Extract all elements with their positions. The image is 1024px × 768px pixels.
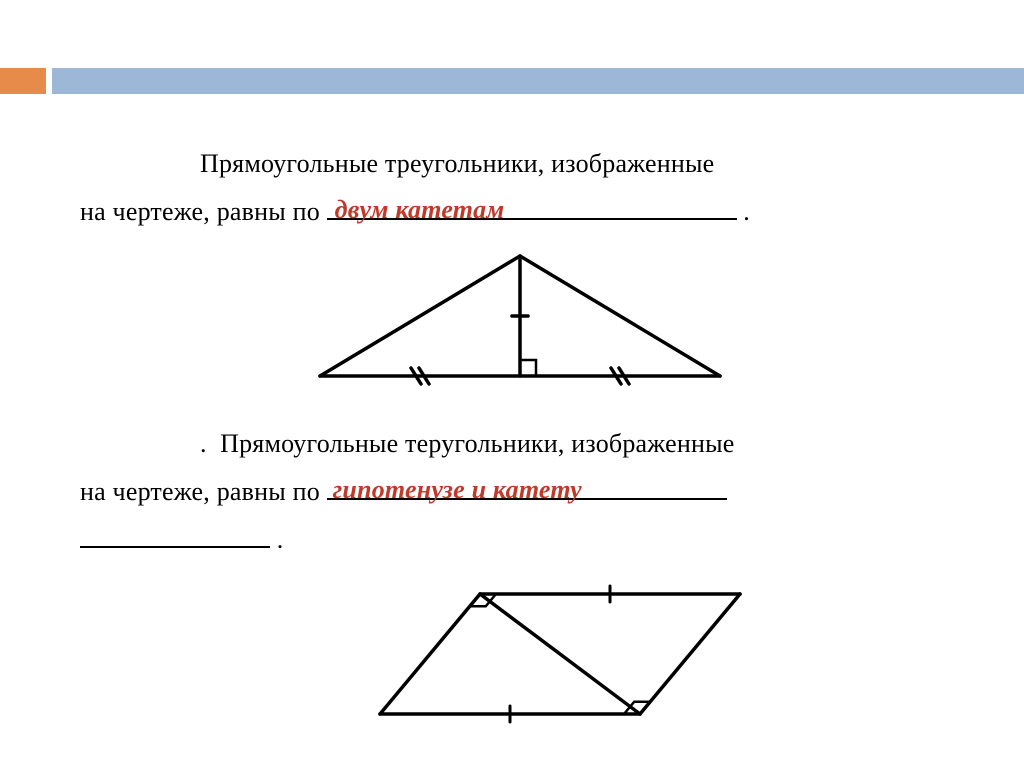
problem-1-blank: двум катетам bbox=[327, 188, 737, 236]
problem-2-answer: гипотенузе и катету bbox=[327, 466, 727, 514]
problem-1-answer: двум катетам bbox=[327, 186, 737, 234]
problem-1-text: Прямоугольные треугольники, изображенные… bbox=[80, 140, 960, 236]
problem-1-period: . bbox=[737, 197, 750, 226]
problem-2-text: . Прямоугольные теругольники, изображенн… bbox=[80, 420, 960, 564]
problem-2-period: . bbox=[270, 525, 283, 554]
accent-blue bbox=[52, 68, 1024, 94]
problem-2-blank: гипотенузе и катету bbox=[327, 468, 727, 516]
problem-2-line2-prefix: на чертеже, равны по bbox=[80, 477, 327, 506]
problem-2-number: . bbox=[200, 429, 207, 458]
problem-1-line1: Прямоугольные треугольники, изображенные bbox=[200, 149, 714, 178]
header-accent-bar bbox=[0, 68, 1024, 94]
problem-2-line1: Прямоугольные теругольники, изображенные bbox=[220, 429, 734, 458]
problem-1-diagram bbox=[290, 246, 960, 396]
problem-1-line2-prefix: на чертеже, равны по bbox=[80, 197, 327, 226]
page-content: Прямоугольные треугольники, изображенные… bbox=[80, 140, 960, 768]
problem-2-blank-2 bbox=[80, 516, 270, 564]
accent-orange bbox=[0, 68, 46, 94]
problem-2-diagram bbox=[310, 574, 960, 744]
